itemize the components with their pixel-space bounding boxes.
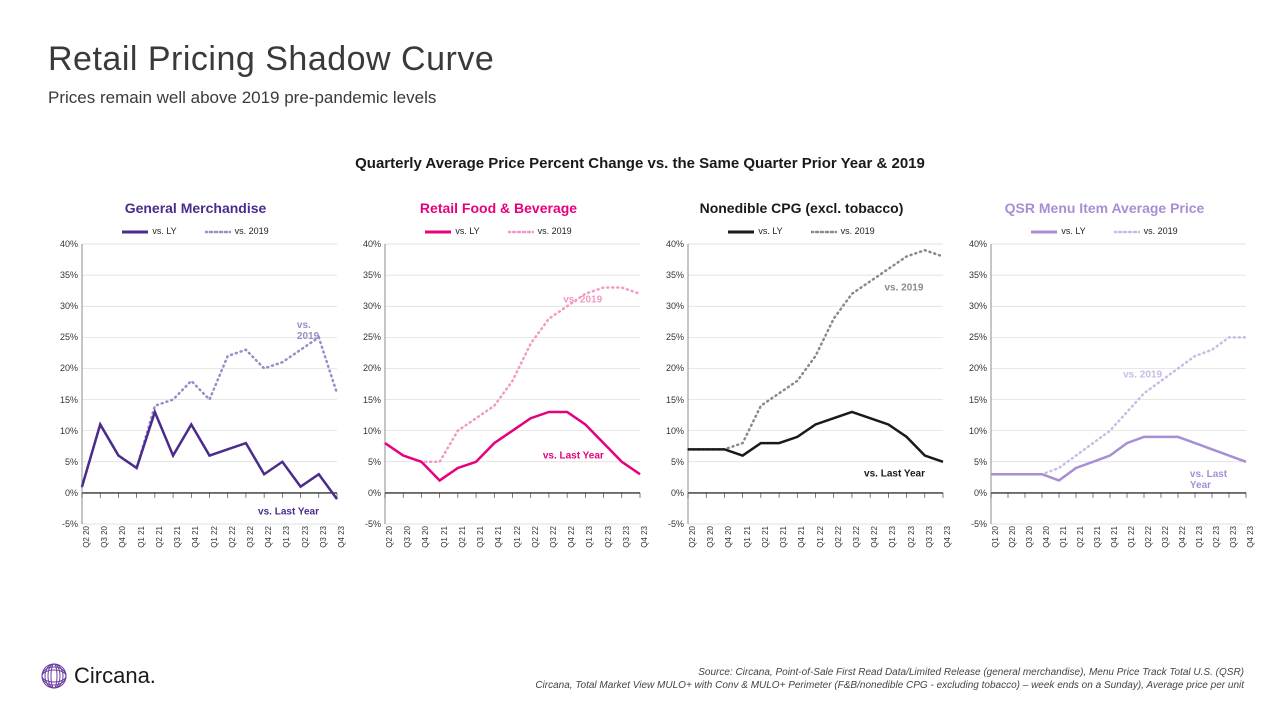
panel-title: Nonedible CPG (excl. tobacco) [656,200,947,220]
legend-vs-ly: vs. LY [728,226,782,236]
page-title: Retail Pricing Shadow Curve [48,40,494,79]
charts-row: General Merchandisevs. LYvs. 2019-5%0%5%… [50,200,1250,580]
plot: vs. Last Year vs. 2019 [82,244,337,524]
series-annotation: vs. 2019 [563,295,602,306]
series-annotation: vs. 2019 [297,320,333,342]
chart-panel-nonedible_cpg: Nonedible CPG (excl. tobacco) vs. LY vs. 2… [656,200,947,580]
legend-vs-2019: vs. 2019 [1114,226,1178,236]
chart-panel-qsr_menu: QSR Menu Item Average Price vs. LY vs. 201… [959,200,1250,580]
series-annotation: vs. Last Year [1190,469,1241,491]
y-axis-labels: -5%0%5%10%15%20%25%30%35%40% [50,244,80,524]
panel-title: Retail Food & Beverage [353,200,644,220]
plot: vs. Last Year vs. 2019 [688,244,943,524]
footer-line-2: Circana, Total Market View MULO+ with Co… [535,679,1244,692]
legend-vs-ly: vs. LY [425,226,479,236]
series-annotation: vs. Last Year [543,450,604,461]
plot-area: -5%0%5%10%15%20%25%30%35%40%vs. Last Yea… [959,244,1250,544]
plot-area: -5%0%5%10%15%20%25%30%35%40%vs. Last Yea… [353,244,644,544]
x-axis-labels: Q2 20Q3 20Q4 20Q1 21Q2 21Q3 21Q4 21Q1 22… [688,526,943,586]
legend-vs-2019: vs. 2019 [508,226,572,236]
series-annotation: vs. Last Year [864,469,925,480]
footer-line-1: Source: Circana, Point-of-Sale First Rea… [535,666,1244,679]
panel-title: General Merchandise [50,200,341,220]
charts-overall-title: Quarterly Average Price Percent Change v… [0,155,1280,172]
source-footer: Source: Circana, Point-of-Sale First Rea… [535,666,1244,692]
circana-logo-icon [40,662,68,690]
x-axis-labels: Q2 20Q3 20Q4 20Q1 21Q2 21Q3 21Q4 21Q1 22… [385,526,640,586]
chart-panel-general_merchandise: General Merchandisevs. LYvs. 2019-5%0%5%… [50,200,341,580]
plot-area: -5%0%5%10%15%20%25%30%35%40%vs. Last Yea… [50,244,341,544]
panel-legend: vs. LY vs. 2019 [353,224,644,238]
chart-panel-retail_food_beverage: Retail Food & Beveragevs. LYvs. 2019-5%0… [353,200,644,580]
legend-vs-2019: vs. 2019 [205,226,269,236]
series-annotation: vs. 2019 [884,282,923,293]
page-subtitle: Prices remain well above 2019 pre-pandem… [48,88,436,108]
series-annotation: vs. Last Year [258,506,319,517]
panel-legend: vs. LY vs. 2019 [959,224,1250,238]
panel-title: QSR Menu Item Average Price [959,200,1250,220]
plot-area: -5%0%5%10%15%20%25%30%35%40%vs. Last Yea… [656,244,947,544]
x-axis-labels: Q1 20Q2 20Q3 20Q4 20Q1 21Q2 21Q3 21Q4 21… [991,526,1246,586]
legend-vs-ly: vs. LY [122,226,176,236]
y-axis-labels: -5%0%5%10%15%20%25%30%35%40% [959,244,989,524]
brand-logo-text: Circana. [74,663,156,689]
panel-legend: vs. LY vs. 2019 [50,224,341,238]
plot: vs. Last Year vs. 2019 [991,244,1246,524]
y-axis-labels: -5%0%5%10%15%20%25%30%35%40% [353,244,383,524]
panel-legend: vs. LY vs. 2019 [656,224,947,238]
legend-vs-2019: vs. 2019 [811,226,875,236]
brand-logo: Circana. [40,662,156,690]
legend-vs-ly: vs. LY [1031,226,1085,236]
series-annotation: vs. 2019 [1123,369,1162,380]
x-axis-labels: Q2 20Q3 20Q4 20Q1 21Q2 21Q3 21Q4 21Q1 22… [82,526,337,586]
plot: vs. Last Year vs. 2019 [385,244,640,524]
y-axis-labels: -5%0%5%10%15%20%25%30%35%40% [656,244,686,524]
